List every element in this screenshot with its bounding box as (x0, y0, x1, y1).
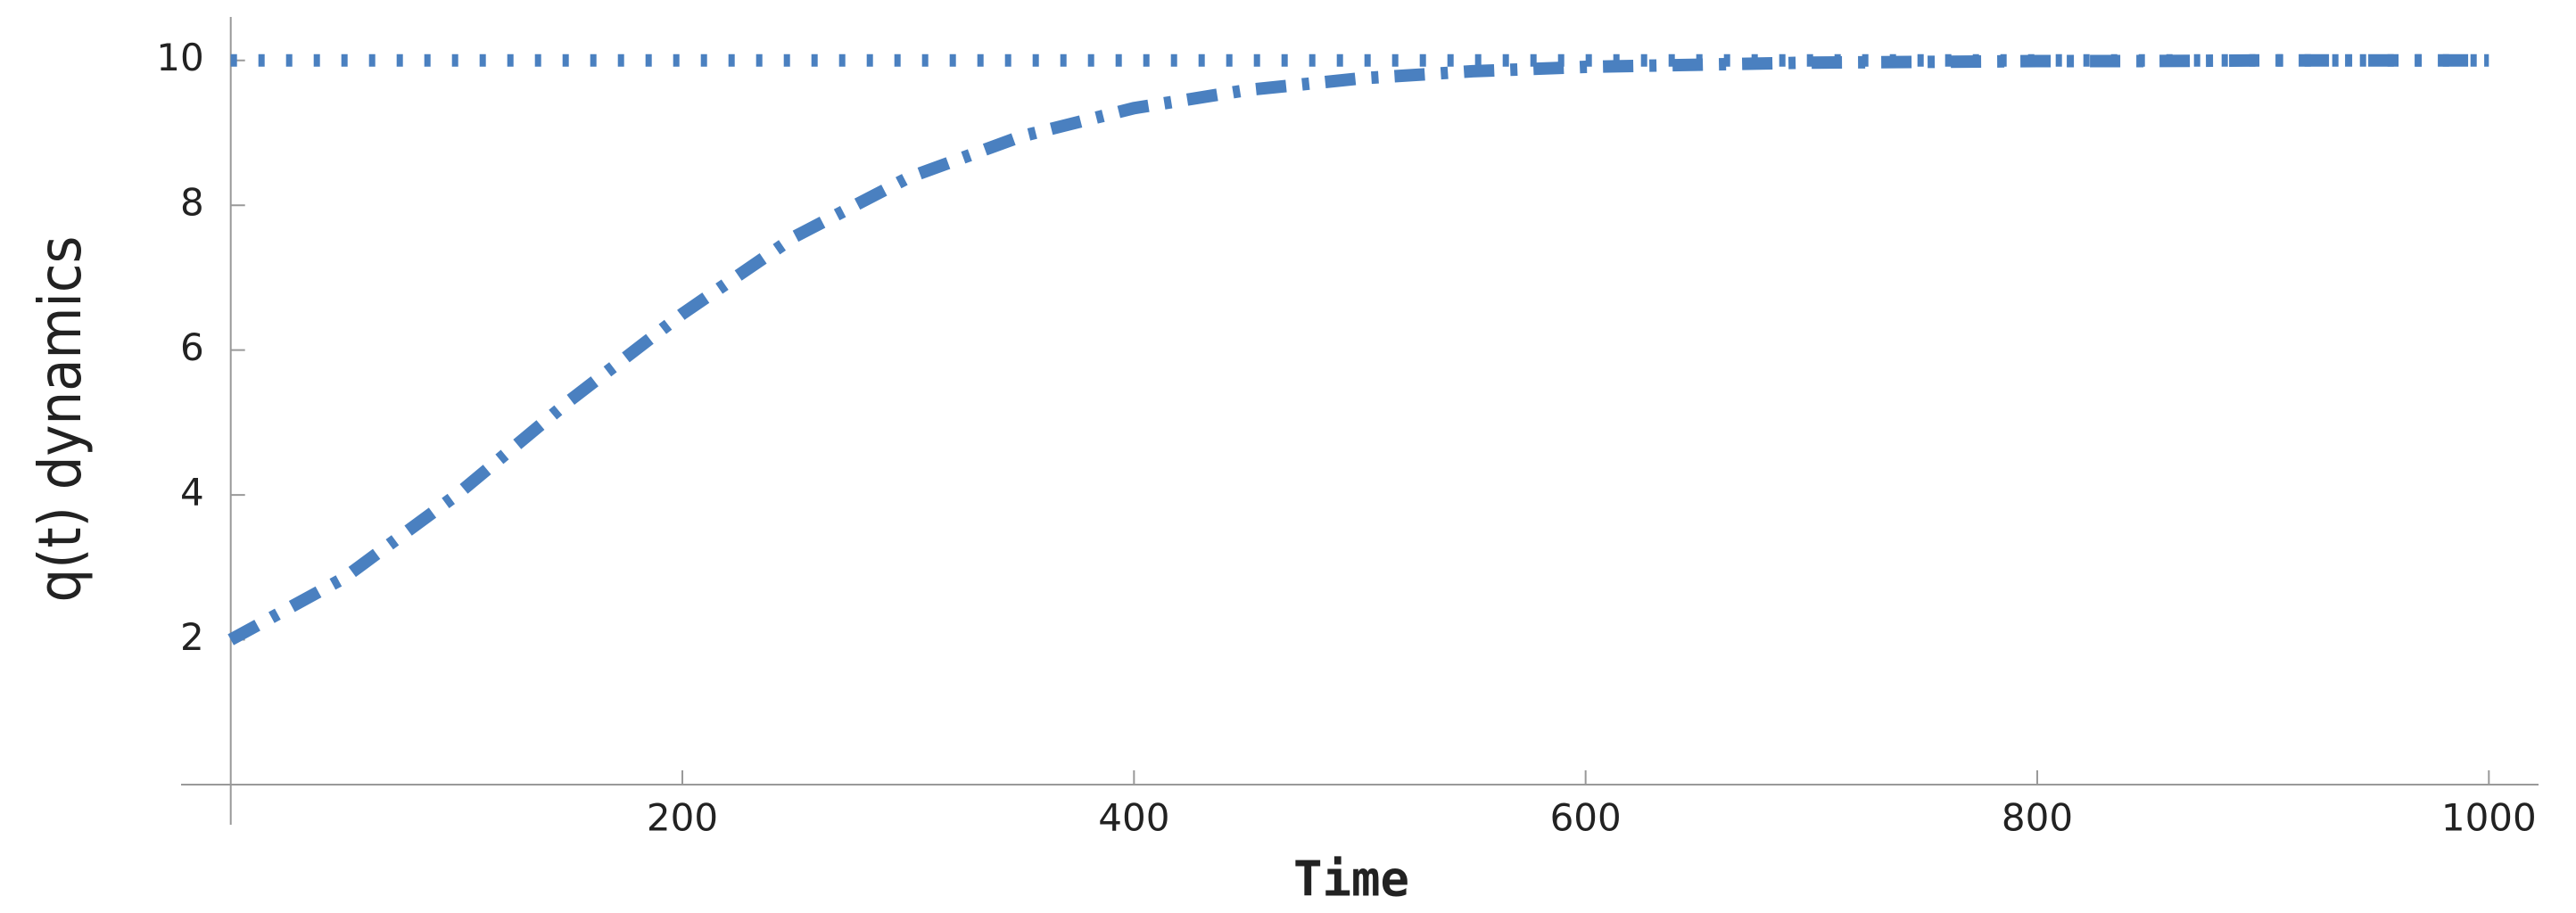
x-tick-label: 400 (1098, 796, 1169, 840)
x-axis-label: Time (1293, 851, 1409, 908)
y-tick-label: 8 (180, 181, 204, 225)
x-tick-label: 600 (1550, 796, 1622, 840)
y-tick-label: 2 (180, 615, 204, 659)
y-tick-label: 6 (180, 325, 204, 369)
y-tick-label: 10 (156, 36, 203, 79)
x-tick-label: 200 (647, 796, 718, 840)
x-tick-label: 800 (2002, 796, 2073, 840)
y-axis-label: q(t) dynamics (26, 236, 95, 603)
x-tick-label: 1000 (2441, 796, 2537, 840)
data-line (227, 53, 2489, 646)
y-tick-label: 4 (180, 471, 204, 514)
